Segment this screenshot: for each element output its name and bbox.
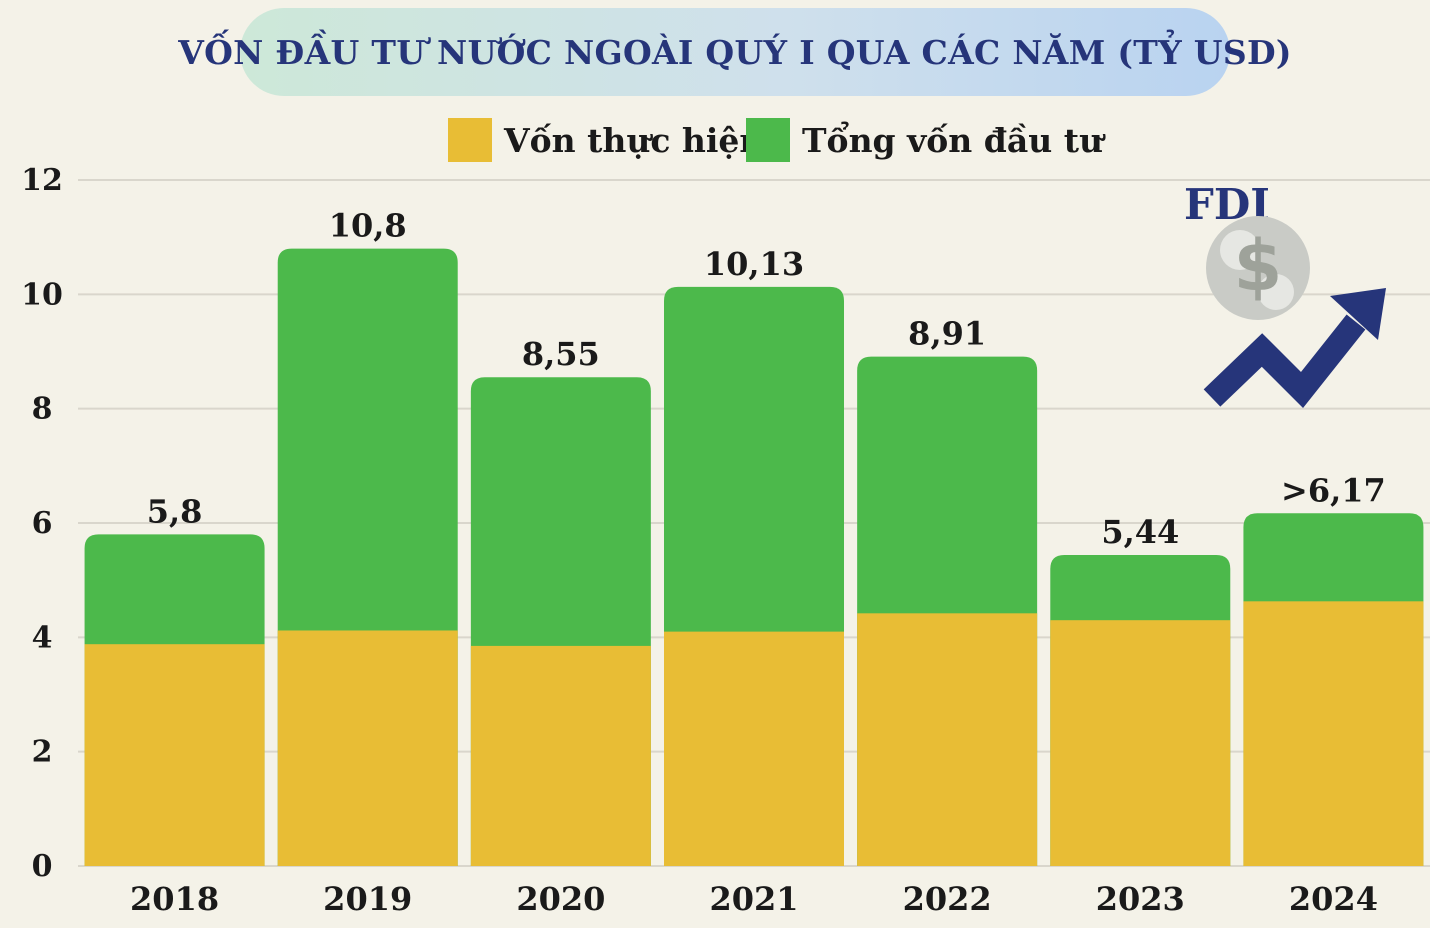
x-tick-label-2024: 2024 xyxy=(1289,880,1378,918)
data-label-2024: >6,17 xyxy=(1281,471,1386,509)
y-tick-label: 8 xyxy=(32,392,53,427)
data-label-2020: 8,55 xyxy=(522,335,600,373)
y-tick-label: 0 xyxy=(32,849,53,884)
legend-swatch-realized xyxy=(448,118,492,162)
legend-item-realized: Vốn thực hiện xyxy=(448,118,763,162)
legend-swatch-total xyxy=(746,118,790,162)
data-labels: 5,8 10,8 8,55 10,13 8,91 5,44 >6,17 xyxy=(147,207,1386,551)
bar-realized-2023 xyxy=(1050,620,1231,866)
bar-realized-2024 xyxy=(1243,601,1424,866)
y-tick-label: 12 xyxy=(21,163,63,198)
money-pile-highlight xyxy=(1258,274,1294,310)
data-label-2018: 5,8 xyxy=(147,492,203,530)
x-tick-label-2023: 2023 xyxy=(1096,880,1185,918)
data-label-2021: 10,13 xyxy=(704,245,804,283)
y-tick-label: 2 xyxy=(32,735,53,770)
bar-realized-2022 xyxy=(857,613,1038,866)
bar-realized-2019 xyxy=(277,630,458,866)
y-tick-label: 6 xyxy=(32,506,53,541)
bar-realized-2021 xyxy=(664,631,844,866)
legend-label-total: Tổng vốn đầu tư xyxy=(802,120,1103,160)
dollar-sign-icon: $ xyxy=(1234,225,1283,307)
x-tick-label-2019: 2019 xyxy=(323,880,412,918)
trend-arrow-head-icon xyxy=(1330,288,1386,340)
legend-item-total: Tổng vốn đầu tư xyxy=(746,118,1103,162)
x-tick-label-2018: 2018 xyxy=(130,880,219,918)
fdi-money-arrow-icon: $ xyxy=(1203,216,1386,408)
data-label-2022: 8,91 xyxy=(908,315,986,353)
legend-label-realized: Vốn thực hiện xyxy=(504,120,764,160)
chart-title-banner: VỐN ĐẦU TƯ NƯỚC NGOÀI QUÝ I QUA CÁC NĂM … xyxy=(178,8,1291,96)
x-axis-ticks: 2018 2019 2020 2021 2022 2023 2024 xyxy=(130,880,1378,918)
x-tick-label-2020: 2020 xyxy=(516,880,605,918)
data-label-2019: 10,8 xyxy=(329,207,407,245)
x-tick-label-2021: 2021 xyxy=(709,880,798,918)
y-tick-label: 10 xyxy=(21,277,63,312)
x-tick-label-2022: 2022 xyxy=(903,880,992,918)
chart-title: VỐN ĐẦU TƯ NƯỚC NGOÀI QUÝ I QUA CÁC NĂM … xyxy=(178,32,1292,72)
money-pile-highlight xyxy=(1220,230,1260,270)
y-axis-ticks: 0 2 4 6 8 10 12 xyxy=(21,163,63,884)
bar-realized-2020 xyxy=(470,645,651,866)
bar-realized-2018 xyxy=(84,644,265,866)
bars xyxy=(84,248,1424,867)
data-label-2023: 5,44 xyxy=(1101,513,1179,551)
y-tick-label: 4 xyxy=(32,620,53,655)
trend-arrow-icon xyxy=(1203,314,1366,408)
